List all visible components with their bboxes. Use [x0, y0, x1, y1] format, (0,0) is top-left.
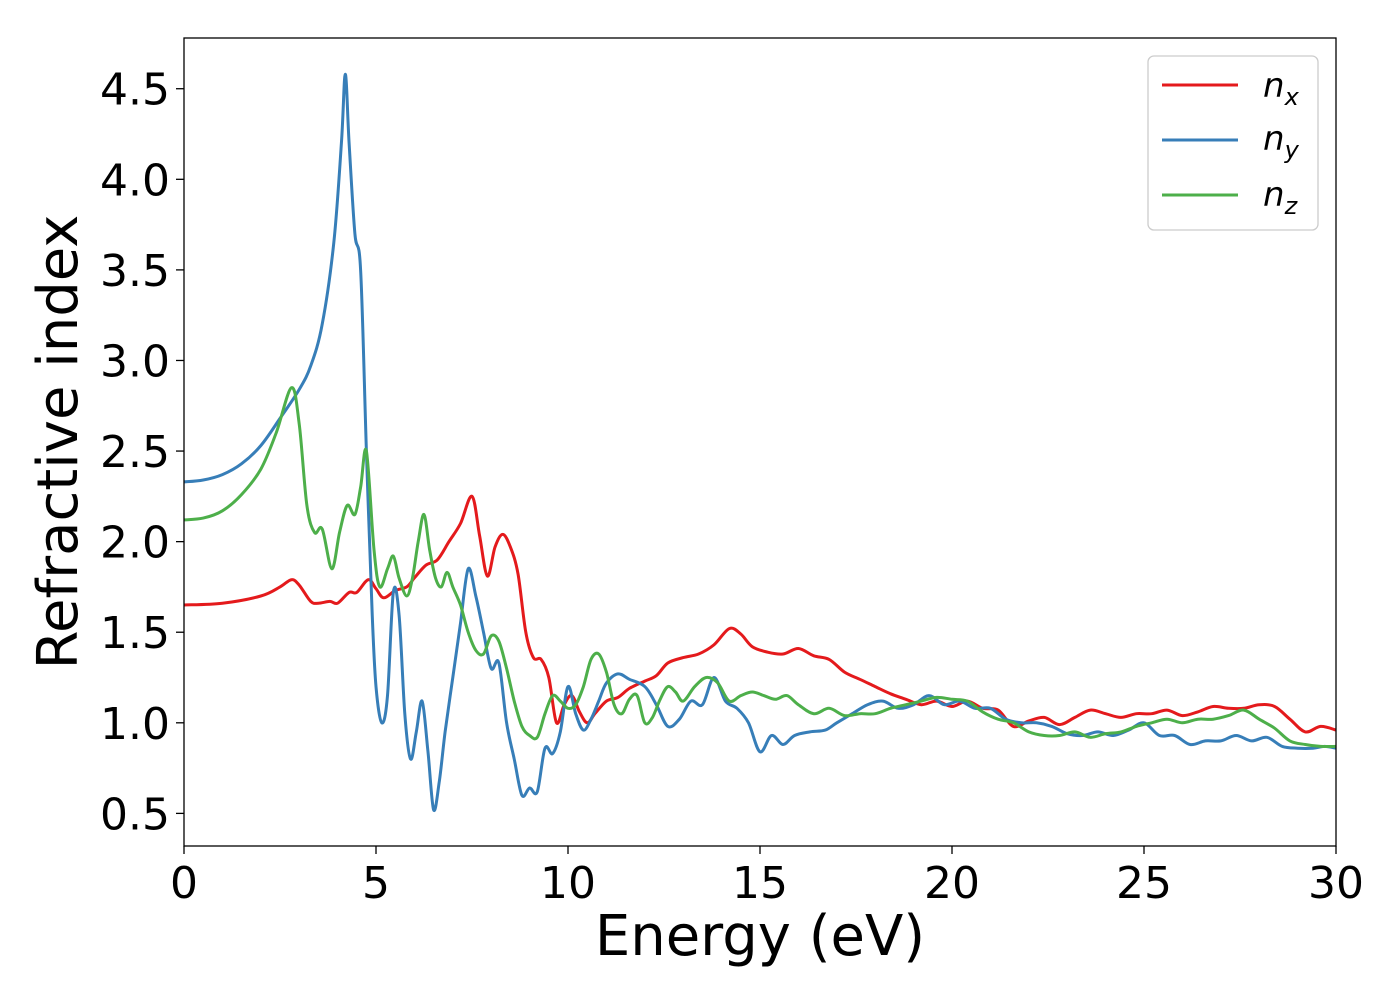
legend-label-nx-base: n [1263, 66, 1285, 106]
x-tick-label: 15 [732, 858, 788, 909]
y-tick-label: 1.5 [100, 608, 170, 659]
series-line-nz [184, 386, 1336, 749]
y-axis-ticks: 0.5 1.0 1.5 2.0 2.5 3.0 3.5 4.0 4.5 [100, 65, 184, 840]
legend: nx ny nz [1147, 55, 1319, 231]
series-line-ny [184, 72, 1336, 813]
x-axis-label: Energy (eV) [595, 904, 925, 969]
legend-label-ny: ny [1263, 119, 1300, 164]
legend-label-nz-base: n [1263, 175, 1285, 215]
legend-box [1147, 55, 1319, 231]
x-tick-label: 25 [1116, 858, 1172, 909]
y-tick-label: 3.5 [100, 246, 170, 297]
legend-label-nx-sub: x [1284, 83, 1300, 111]
x-tick-label: 5 [362, 858, 390, 909]
legend-label-nx: nx [1263, 66, 1300, 111]
series-layer [184, 72, 1336, 813]
legend-label-ny-base: n [1263, 119, 1285, 159]
series-line-nx [184, 494, 1336, 734]
y-tick-label: 3.0 [100, 336, 170, 387]
y-tick-label: 4.0 [100, 155, 170, 206]
legend-label-nz: nz [1263, 175, 1299, 220]
y-tick-label: 1.0 [100, 699, 170, 750]
y-tick-label: 2.0 [100, 518, 170, 569]
legend-label-ny-sub: y [1284, 136, 1300, 164]
x-axis-ticks: 0 5 10 15 20 25 30 [170, 846, 1364, 909]
y-axis-label: Refractive index [26, 215, 91, 670]
legend-label-nz-sub: z [1284, 192, 1299, 220]
x-tick-label: 20 [924, 858, 980, 909]
y-tick-label: 2.5 [100, 427, 170, 478]
x-tick-label: 0 [170, 858, 198, 909]
y-tick-label: 4.5 [100, 65, 170, 116]
x-tick-label: 10 [540, 858, 596, 909]
y-tick-label: 0.5 [100, 789, 170, 840]
x-tick-label: 30 [1308, 858, 1364, 909]
